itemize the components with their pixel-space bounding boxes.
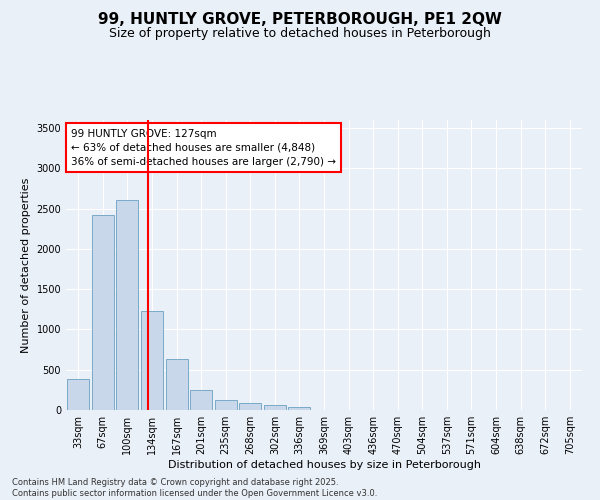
X-axis label: Distribution of detached houses by size in Peterborough: Distribution of detached houses by size … (167, 460, 481, 470)
Bar (239, 403, 262, 410)
Text: Size of property relative to detached houses in Peterborough: Size of property relative to detached ho… (109, 28, 491, 40)
Text: 99 HUNTLY GROVE: 127sqm
← 63% of detached houses are smaller (4,848)
36% of semi: 99 HUNTLY GROVE: 127sqm ← 63% of detache… (71, 128, 336, 166)
Bar (116, 200, 139, 410)
Text: Contains HM Land Registry data © Crown copyright and database right 2025.
Contai: Contains HM Land Registry data © Crown c… (12, 478, 377, 498)
Bar (141, 311, 163, 410)
Text: 99, HUNTLY GROVE, PETERBOROUGH, PE1 2QW: 99, HUNTLY GROVE, PETERBOROUGH, PE1 2QW (98, 12, 502, 28)
Y-axis label: Number of detached properties: Number of detached properties (21, 178, 31, 352)
Bar (166, 359, 188, 410)
Bar (67, 378, 89, 410)
Bar (264, 405, 286, 410)
Bar (92, 215, 114, 410)
Bar (190, 390, 212, 410)
Bar (215, 400, 237, 410)
Bar (289, 407, 310, 410)
